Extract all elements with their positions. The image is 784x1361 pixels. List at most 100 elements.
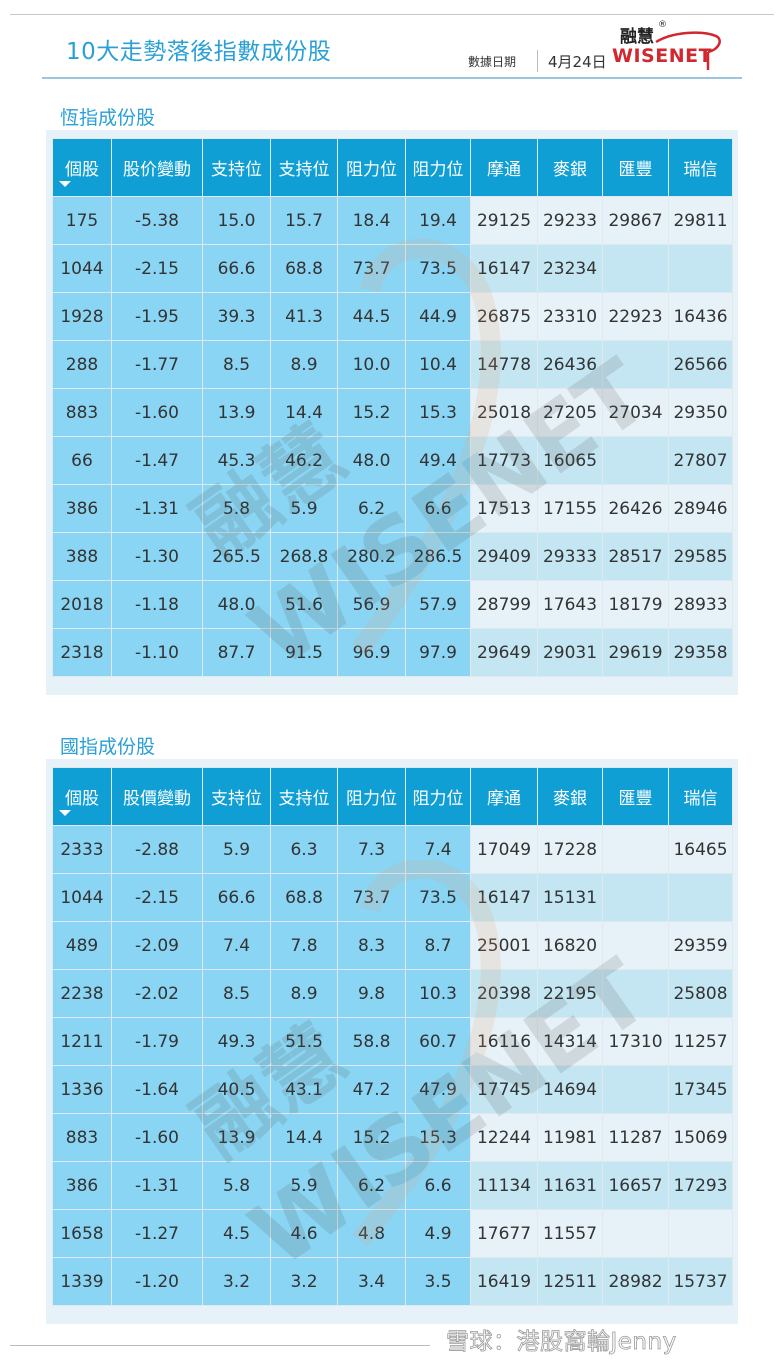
column-header-credit-suisse[interactable]: 瑞信 [668, 767, 733, 826]
table-cell: 3.4 [337, 1257, 406, 1306]
table-cell: 29125 [470, 196, 538, 245]
table-cell: 3.2 [202, 1257, 271, 1306]
table-cell: 3.5 [405, 1257, 471, 1306]
table-cell: 8.7 [405, 921, 471, 970]
table-cell: 6.6 [405, 1161, 471, 1210]
table-cell: 29585 [668, 532, 733, 581]
table-cell: 25018 [470, 388, 538, 437]
table-cell: 286.5 [405, 532, 471, 581]
column-header-macquarie[interactable]: 麥銀 [537, 138, 603, 197]
table-row: 883 -1.60 13.9 14.4 15.2 15.3 25018 27205 27034 2… [52, 388, 733, 437]
column-header-stock[interactable]: 個股 [52, 138, 112, 197]
table-cell: 15737 [668, 1257, 733, 1306]
table-cell: 28946 [668, 484, 733, 533]
table-row: 66 -1.47 45.3 46.2 48.0 49.4 17773 16065 27807 [52, 436, 733, 485]
table-row: 1339 -1.20 3.2 3.2 3.4 3.5 16419 12511 28982 1573… [52, 1257, 733, 1306]
table-cell: -1.60 [111, 388, 203, 437]
table-cell: 29358 [668, 628, 733, 677]
table-cell: -1.77 [111, 340, 203, 389]
table-cell [602, 825, 669, 874]
table-cell: 51.6 [270, 580, 338, 629]
table-cell: 22195 [537, 969, 603, 1018]
table-cell: 68.8 [270, 873, 338, 922]
table-cell: 49.4 [405, 436, 471, 485]
table-cell: -2.88 [111, 825, 203, 874]
table-cell: 1211 [52, 1017, 112, 1066]
column-header-resistance-1[interactable]: 阻力位 [337, 767, 406, 826]
footer-divider [10, 1345, 430, 1346]
table-cell: 4.9 [405, 1209, 471, 1258]
table-cell: 60.7 [405, 1017, 471, 1066]
column-header-resistance-2[interactable]: 阻力位 [405, 138, 471, 197]
table-cell: 29359 [668, 921, 733, 970]
table-cell: 29619 [602, 628, 669, 677]
table-cell: 26566 [668, 340, 733, 389]
table-cell: -1.18 [111, 580, 203, 629]
table-cell: -1.95 [111, 292, 203, 341]
table-cell: 5.8 [202, 484, 271, 533]
table-cell: 15.7 [270, 196, 338, 245]
column-header-price-change[interactable]: 股价變動 [111, 138, 203, 197]
table-cell: 265.5 [202, 532, 271, 581]
column-header-resistance-1[interactable]: 阻力位 [337, 138, 406, 197]
table-cell: 4.8 [337, 1209, 406, 1258]
column-header-credit-suisse[interactable]: 瑞信 [668, 138, 733, 197]
column-header-jpmorgan[interactable]: 摩通 [470, 767, 538, 826]
table-cell: 288 [52, 340, 112, 389]
table-row: 175 -5.38 15.0 15.7 18.4 19.4 29125 29233 29867 2… [52, 196, 733, 245]
column-header-hsbc[interactable]: 匯豐 [602, 138, 669, 197]
table-cell: 16419 [470, 1257, 538, 1306]
table-cell: 10.3 [405, 969, 471, 1018]
column-header-hsbc[interactable]: 匯豐 [602, 767, 669, 826]
table-cell: -2.02 [111, 969, 203, 1018]
table-cell: 14.4 [270, 388, 338, 437]
table-cell: 27205 [537, 388, 603, 437]
table-cell: 46.2 [270, 436, 338, 485]
section-title-hscei: 國指成份股 [60, 736, 156, 758]
table-cell: 66.6 [202, 244, 271, 293]
column-header-stock[interactable]: 個股 [52, 767, 112, 826]
table-cell: 15131 [537, 873, 603, 922]
table-cell: -1.20 [111, 1257, 203, 1306]
table-row: 386 -1.31 5.8 5.9 6.2 6.6 17513 17155 26426 28946 [52, 484, 733, 533]
column-header-support-2[interactable]: 支持位 [270, 767, 338, 826]
column-header-resistance-2[interactable]: 阻力位 [405, 767, 471, 826]
column-header-support-1[interactable]: 支持位 [202, 138, 271, 197]
table-cell: 11134 [470, 1161, 538, 1210]
sort-down-icon[interactable] [59, 810, 71, 816]
hsi-constituents-table: 個股 股价變動 支持位 支持位 阻力位 阻力位 摩通 麥銀 匯豐 瑞信 175-… [52, 138, 733, 677]
header-divider [42, 77, 742, 79]
table-cell: 386 [52, 1161, 112, 1210]
table-cell: 17643 [537, 580, 603, 629]
table-cell: 44.9 [405, 292, 471, 341]
table-cell: 5.9 [270, 1161, 338, 1210]
table-cell: 11557 [537, 1209, 603, 1258]
table-cell: 17773 [470, 436, 538, 485]
table-cell: -1.30 [111, 532, 203, 581]
table-cell: 2018 [52, 580, 112, 629]
table-cell: 58.8 [337, 1017, 406, 1066]
table-cell: 18.4 [337, 196, 406, 245]
table-cell: -1.79 [111, 1017, 203, 1066]
hscei-table-panel: 個股 股價變動 支持位 支持位 阻力位 阻力位 摩通 麥銀 匯豐 瑞信 2333… [46, 759, 738, 1324]
table-cell: 386 [52, 484, 112, 533]
table-cell: 388 [52, 532, 112, 581]
column-header-support-1[interactable]: 支持位 [202, 767, 271, 826]
table-cell: 883 [52, 1113, 112, 1162]
column-header-macquarie[interactable]: 麥銀 [537, 767, 603, 826]
column-header-price-change[interactable]: 股價變動 [111, 767, 203, 826]
column-header-support-2[interactable]: 支持位 [270, 138, 338, 197]
table-cell: 15.3 [405, 388, 471, 437]
table-cell: 4.6 [270, 1209, 338, 1258]
table-cell: 8.9 [270, 340, 338, 389]
table-cell: -1.31 [111, 1161, 203, 1210]
table-cell: 29333 [537, 532, 603, 581]
table-cell: 73.5 [405, 873, 471, 922]
table-row: 1658 -1.27 4.5 4.6 4.8 4.9 17677 11557 [52, 1209, 733, 1258]
column-header-jpmorgan[interactable]: 摩通 [470, 138, 538, 197]
table-cell: 29867 [602, 196, 669, 245]
table-cell: 1339 [52, 1257, 112, 1306]
sort-down-icon[interactable] [59, 181, 71, 187]
table-cell: 47.2 [337, 1065, 406, 1114]
table-cell: -2.15 [111, 873, 203, 922]
